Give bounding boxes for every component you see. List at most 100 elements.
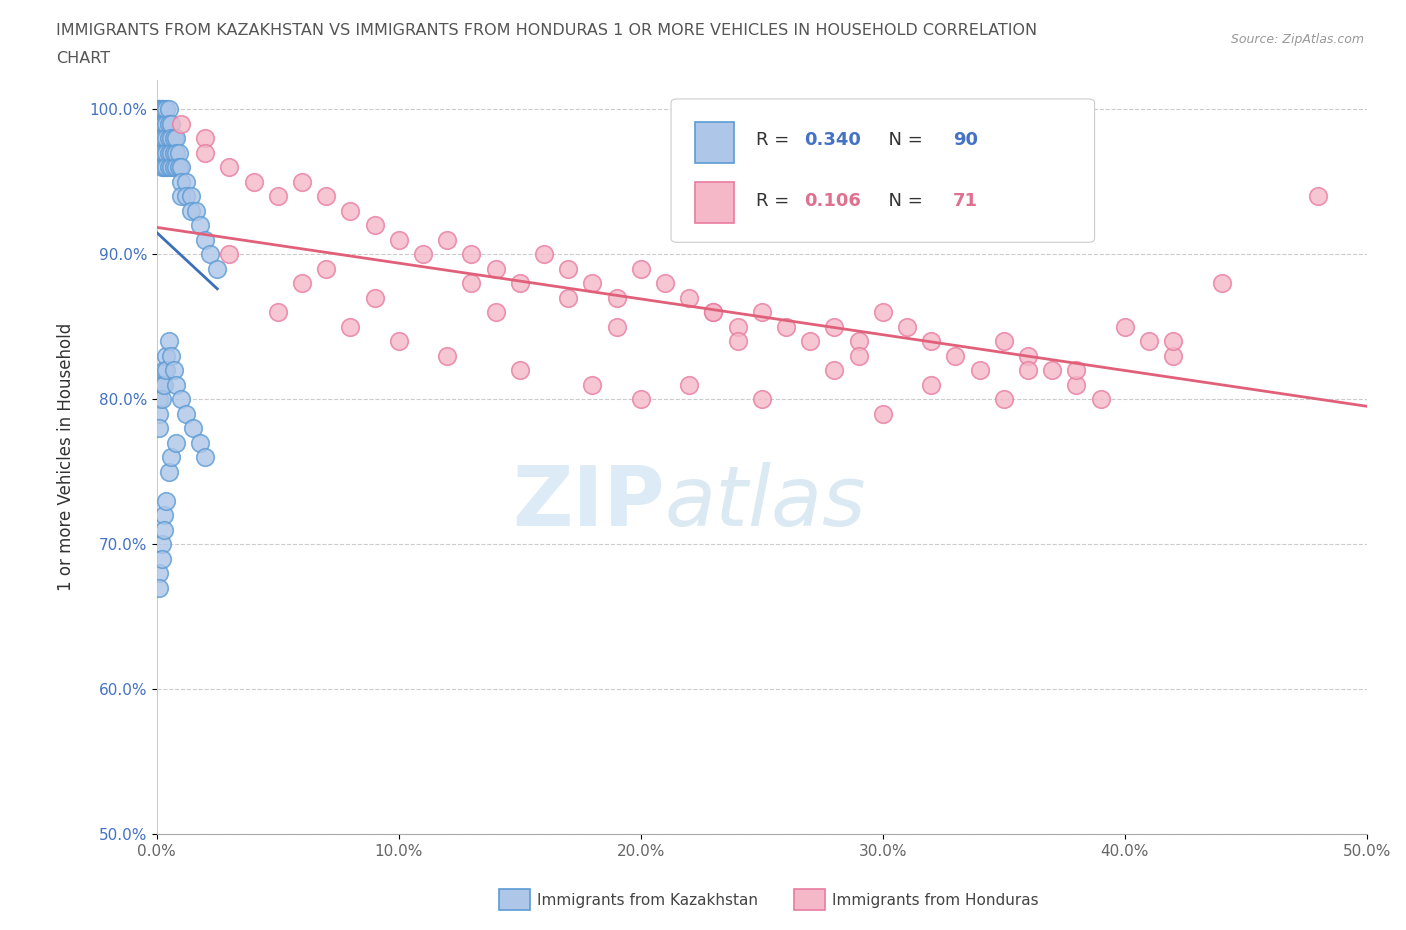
Point <box>1066 363 1088 378</box>
Point <box>267 189 290 204</box>
Point <box>436 349 458 364</box>
Point <box>1090 392 1112 406</box>
Point <box>155 363 177 378</box>
Point <box>163 145 186 160</box>
Point <box>198 246 221 261</box>
Text: Immigrants from Honduras: Immigrants from Honduras <box>832 893 1039 908</box>
Point <box>181 421 204 436</box>
Point <box>165 145 187 160</box>
Text: IMMIGRANTS FROM KAZAKHSTAN VS IMMIGRANTS FROM HONDURAS 1 OR MORE VEHICLES IN HOU: IMMIGRANTS FROM KAZAKHSTAN VS IMMIGRANTS… <box>56 23 1038 38</box>
Point <box>155 494 177 509</box>
Point <box>157 101 180 116</box>
Text: atlas: atlas <box>665 462 866 543</box>
Point <box>267 305 290 320</box>
Point <box>920 378 942 392</box>
Point <box>460 276 482 291</box>
Point <box>160 116 183 131</box>
Point <box>165 378 187 392</box>
Point <box>242 174 264 189</box>
Point <box>606 290 628 305</box>
Point <box>945 349 967 364</box>
Point <box>170 116 193 131</box>
Point <box>581 378 603 392</box>
Point <box>727 319 749 334</box>
Point <box>165 435 187 450</box>
Point <box>148 101 170 116</box>
Point <box>153 101 176 116</box>
Point <box>1114 319 1136 334</box>
Point <box>194 450 217 465</box>
FancyBboxPatch shape <box>671 99 1094 243</box>
Point <box>484 305 506 320</box>
Point <box>157 145 180 160</box>
Point <box>557 261 579 276</box>
Point <box>170 189 193 204</box>
Point <box>157 334 180 349</box>
Point <box>150 392 173 406</box>
Point <box>148 101 170 116</box>
Point <box>148 116 170 131</box>
Text: R =: R = <box>756 131 794 150</box>
Text: 0.106: 0.106 <box>804 192 860 210</box>
Point <box>388 334 411 349</box>
Point <box>194 131 217 146</box>
Point <box>160 131 183 146</box>
Point <box>163 363 186 378</box>
Point <box>180 204 202 219</box>
Point <box>751 305 773 320</box>
Point <box>509 363 531 378</box>
Point <box>180 189 202 204</box>
Point <box>157 131 180 146</box>
Point <box>148 145 170 160</box>
Point <box>150 101 173 116</box>
Point <box>896 319 918 334</box>
Point <box>363 290 385 305</box>
Point <box>1017 363 1039 378</box>
Point <box>1161 334 1184 349</box>
Point <box>150 131 173 146</box>
Point <box>148 566 170 581</box>
Text: ZIP: ZIP <box>513 462 665 543</box>
Point <box>315 189 337 204</box>
Point <box>218 160 240 175</box>
Text: R =: R = <box>756 192 794 210</box>
Point <box>339 319 361 334</box>
Point <box>148 116 170 131</box>
Point <box>148 421 170 436</box>
Point <box>148 116 170 131</box>
Y-axis label: 1 or more Vehicles in Household: 1 or more Vehicles in Household <box>58 323 75 591</box>
Point <box>969 363 991 378</box>
Text: CHART: CHART <box>56 51 110 66</box>
Point <box>993 334 1015 349</box>
Point <box>823 319 845 334</box>
Point <box>165 160 187 175</box>
Point <box>315 261 337 276</box>
Point <box>153 508 176 523</box>
Point <box>606 319 628 334</box>
Point <box>557 290 579 305</box>
Bar <box>695 122 734 163</box>
Point <box>150 145 173 160</box>
Point <box>148 131 170 146</box>
Point <box>751 392 773 406</box>
Point <box>1211 276 1233 291</box>
Point <box>157 116 180 131</box>
Point <box>1308 189 1330 204</box>
Text: 71: 71 <box>953 192 979 210</box>
Point <box>160 145 183 160</box>
Point <box>150 537 173 551</box>
Point <box>630 392 652 406</box>
Point <box>291 174 314 189</box>
Point <box>148 131 170 146</box>
Text: Source: ZipAtlas.com: Source: ZipAtlas.com <box>1230 33 1364 46</box>
Point <box>150 160 173 175</box>
Point <box>150 101 173 116</box>
Point <box>153 131 176 146</box>
Point <box>188 218 211 232</box>
Point <box>848 349 870 364</box>
Point <box>148 406 170 421</box>
Point <box>1066 378 1088 392</box>
Text: N =: N = <box>877 131 928 150</box>
Point <box>167 160 190 175</box>
Point <box>165 131 187 146</box>
